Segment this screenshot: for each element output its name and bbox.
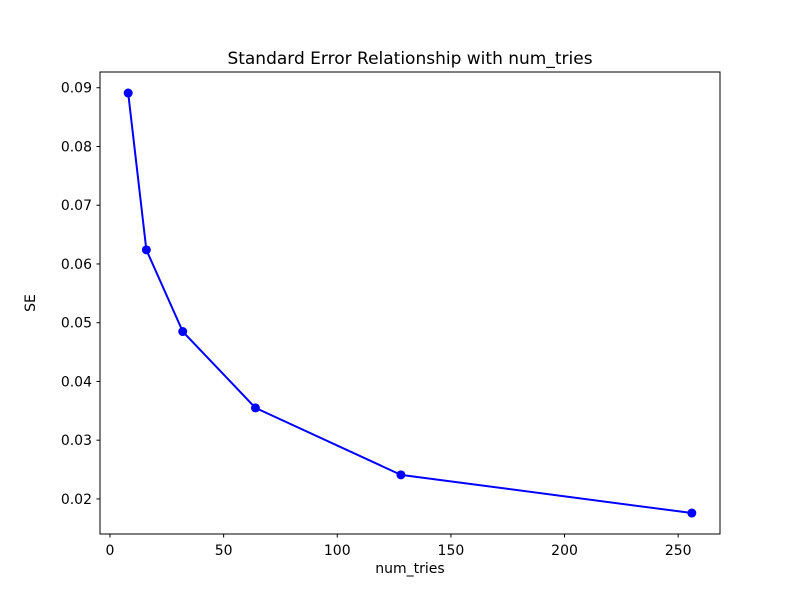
data-point-marker <box>687 508 697 518</box>
data-point-marker <box>396 470 406 480</box>
x-axis-ticks: 0 50 100 150 200 250 <box>106 534 692 559</box>
y-tick-label: 0.02 <box>61 492 92 508</box>
data-point-marker <box>250 403 260 413</box>
plot-area <box>99 71 721 535</box>
y-tick-label: 0.05 <box>61 316 92 332</box>
series-line <box>127 92 692 515</box>
data-point-marker <box>141 245 151 255</box>
y-tick-label: 0.04 <box>61 374 92 390</box>
x-axis-label: num_tries <box>375 561 444 577</box>
x-tick-label: 250 <box>665 543 692 559</box>
x-tick-label: 100 <box>324 543 351 559</box>
x-tick-label: 0 <box>106 543 115 559</box>
x-tick-label: 150 <box>438 543 465 559</box>
y-tick-label: 0.06 <box>61 257 92 273</box>
y-axis-ticks: 0.02 0.03 0.04 0.05 0.06 0.07 0.08 0.09 <box>61 81 100 508</box>
y-tick-label: 0.03 <box>61 433 92 449</box>
chart-title: Standard Error Relationship with num_tri… <box>227 49 592 69</box>
y-tick-label: 0.08 <box>61 139 92 155</box>
y-tick-label: 0.09 <box>61 81 92 97</box>
data-point-marker <box>178 327 188 337</box>
y-axis-label: SE <box>23 294 39 312</box>
y-tick-label: 0.07 <box>61 198 92 214</box>
x-tick-label: 50 <box>215 543 233 559</box>
data-point-marker <box>123 88 133 98</box>
x-tick-label: 200 <box>551 543 578 559</box>
line-series <box>123 88 697 518</box>
